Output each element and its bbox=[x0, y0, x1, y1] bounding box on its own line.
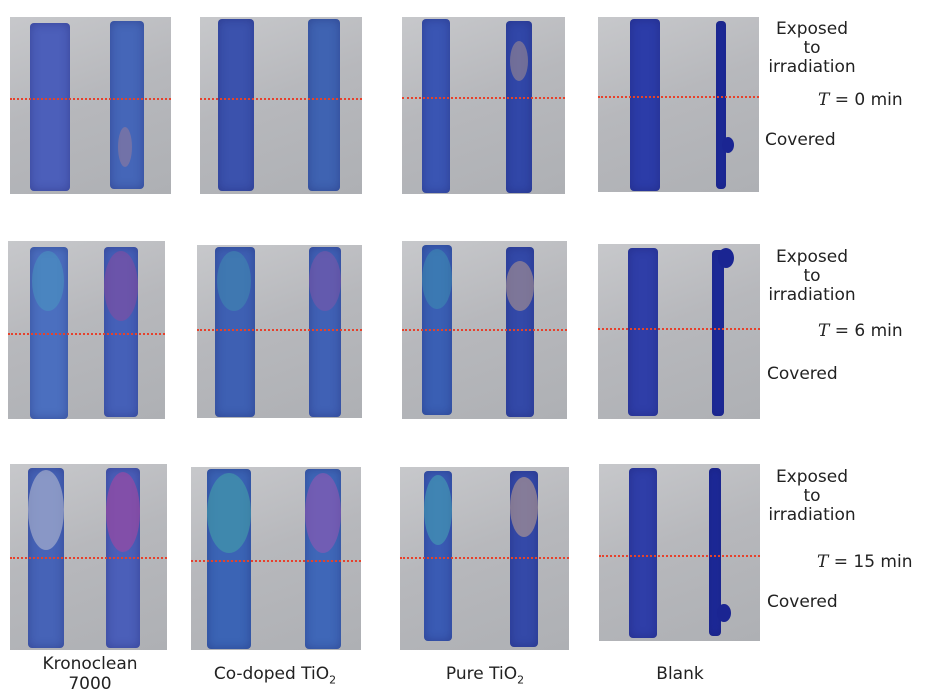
sample-tile-codoped-t15 bbox=[191, 467, 361, 650]
sample-tile-pure-t15 bbox=[400, 467, 569, 650]
sample-tile-codoped-t6 bbox=[197, 245, 362, 418]
exposed-label-row2: Exposed to irradiation bbox=[768, 247, 856, 305]
caption-blank: Blank bbox=[656, 664, 704, 684]
time-label-row1: T = 0 min bbox=[818, 90, 903, 110]
time-label-row3: T = 15 min bbox=[817, 552, 913, 572]
caption-codoped-tio2: Co-doped TiO2 bbox=[213, 664, 337, 687]
sample-tile-kronoclean-t15 bbox=[10, 464, 167, 650]
exposed-label-row1: Exposed to irradiation bbox=[768, 19, 856, 77]
covered-label-row1: Covered bbox=[765, 130, 836, 150]
caption-pure-tio2: Pure TiO2 bbox=[445, 664, 525, 687]
sample-tile-kronoclean-t0 bbox=[10, 17, 171, 194]
sample-tile-blank-t6 bbox=[598, 244, 760, 419]
covered-label-row2: Covered bbox=[767, 364, 838, 384]
sample-tile-blank-t0 bbox=[598, 17, 759, 192]
sample-tile-kronoclean-t6 bbox=[8, 241, 165, 419]
sample-tile-codoped-t0 bbox=[200, 17, 362, 194]
caption-kronoclean: Kronoclean 7000 bbox=[42, 654, 138, 694]
sample-tile-pure-t0 bbox=[402, 17, 565, 194]
exposed-label-row3: Exposed to irradiation bbox=[768, 467, 856, 525]
time-label-row2: T = 6 min bbox=[818, 321, 903, 341]
sample-tile-blank-t15 bbox=[599, 464, 760, 641]
sample-tile-pure-t6 bbox=[402, 241, 567, 419]
covered-label-row3: Covered bbox=[767, 592, 838, 612]
